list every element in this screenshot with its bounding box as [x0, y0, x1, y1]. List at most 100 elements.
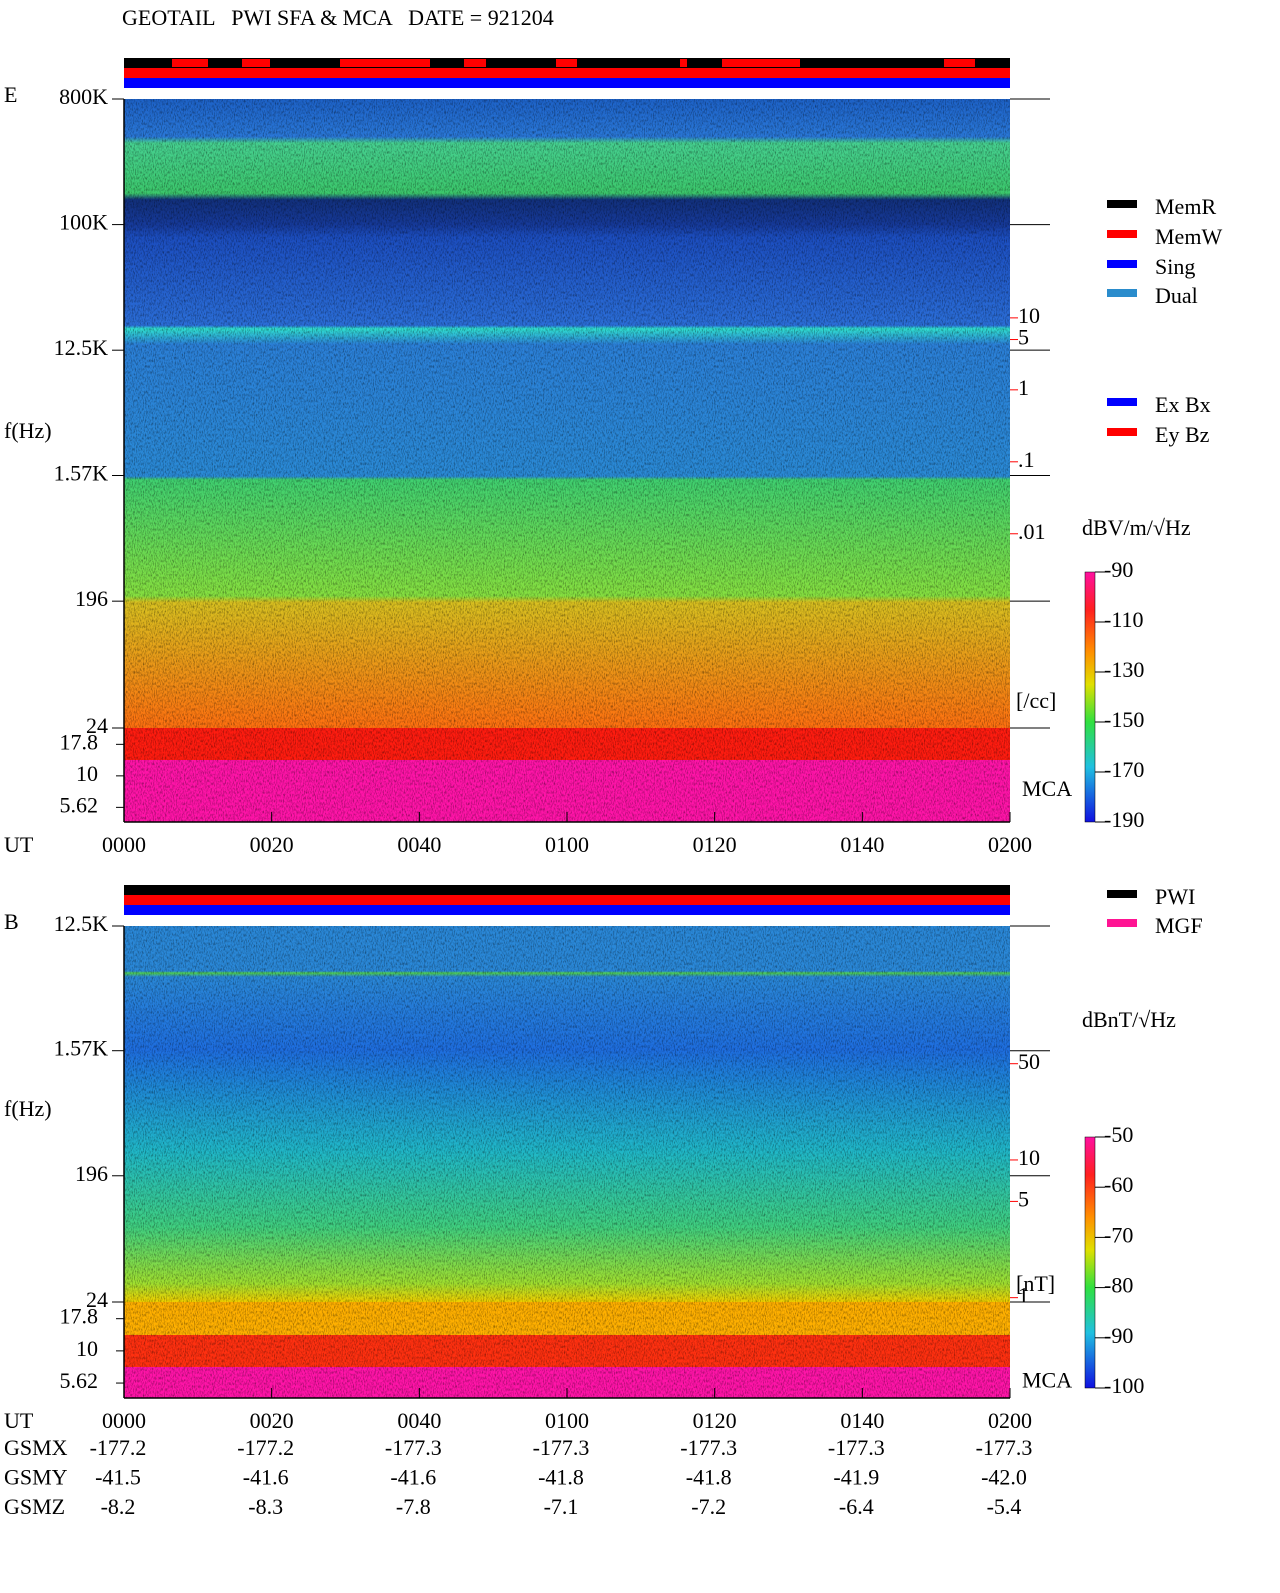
x-tick-label: 0120 [693, 832, 737, 857]
x-tick-label: 0020 [250, 832, 294, 857]
colorbar-tick-label: -130 [1104, 657, 1144, 682]
y-tick-label: 24 [86, 713, 108, 738]
ephemeris-value: -7.1 [544, 1494, 579, 1519]
ephemeris-label: GSMX [4, 1435, 68, 1460]
ephemeris-value: -41.6 [390, 1465, 436, 1490]
status-bar [124, 905, 1010, 915]
y-tick-label: 12.5K [54, 335, 109, 360]
y-tick-label: 196 [75, 1161, 108, 1186]
y-tick-label: 196 [75, 586, 108, 611]
colorbar-tick-label: -110 [1104, 607, 1144, 632]
y2-tick-label: 10 [1018, 1145, 1040, 1170]
legend-label: MGF [1155, 913, 1203, 938]
ephemeris-value: -41.8 [538, 1465, 584, 1490]
ephemeris-value: -5.4 [987, 1494, 1022, 1519]
colorbar [1084, 1136, 1096, 1389]
x-tick-label: 0200 [988, 832, 1032, 857]
y2-tick-label: .1 [1018, 447, 1035, 472]
mca-tick-label: 10 [76, 761, 98, 786]
y-axis-label: f(Hz) [4, 1096, 52, 1121]
x-axis-label: UT [4, 832, 34, 857]
ephemeris-value: -8.2 [101, 1494, 136, 1519]
ephemeris-value: -41.9 [833, 1465, 879, 1490]
x-tick-label: 0100 [545, 1408, 589, 1433]
ephemeris-value: -177.3 [828, 1435, 885, 1460]
colorbar-label: dBV/m/√Hz [1082, 515, 1191, 540]
x-tick-label: 0100 [545, 832, 589, 857]
status-segment [944, 59, 975, 67]
legend-swatch [1107, 230, 1137, 238]
status-bar [124, 885, 1010, 895]
ephemeris-value: -177.3 [533, 1435, 590, 1460]
x-tick-label: 0000 [102, 832, 146, 857]
x-tick-label: 0020 [250, 1408, 294, 1433]
ephemeris-value: -177.3 [976, 1435, 1033, 1460]
legend-swatch [1107, 289, 1137, 297]
x-tick-label: 0200 [988, 1408, 1032, 1433]
status-segment [722, 59, 800, 67]
mca-label: MCA [1022, 1368, 1072, 1393]
legend-label: Ey Bz [1155, 422, 1210, 447]
title: GEOTAIL PWI SFA & MCA DATE = 921204 [122, 5, 554, 30]
panel-label: B [4, 909, 19, 934]
legend-swatch [1107, 260, 1137, 268]
y-tick-label: 12.5K [54, 911, 109, 936]
colorbar-tick-label: -60 [1104, 1172, 1133, 1197]
ephemeris-value: -42.0 [981, 1465, 1027, 1490]
colorbar-tick-label: -100 [1104, 1373, 1144, 1398]
legend-swatch [1107, 890, 1137, 898]
legend-swatch [1107, 428, 1137, 436]
legend-label: Ex Bx [1155, 392, 1211, 417]
y2-axis-label: [nT] [1016, 1271, 1055, 1296]
mca-label: MCA [1022, 776, 1072, 801]
colorbar-tick-label: -80 [1104, 1273, 1133, 1298]
status-bar [124, 78, 1010, 88]
x-tick-label: 0040 [397, 832, 441, 857]
mca-tick-label: 5.62 [60, 792, 99, 817]
x-tick-label: 0040 [397, 1408, 441, 1433]
ephemeris-value: -6.4 [839, 1494, 874, 1519]
legend-swatch [1107, 398, 1137, 406]
ephemeris-value: -41.6 [243, 1465, 289, 1490]
x-tick-label: 0140 [840, 1408, 884, 1433]
panel-label: E [4, 82, 17, 107]
colorbar-tick-label: -190 [1104, 807, 1144, 832]
y2-tick-label: 50 [1018, 1049, 1040, 1074]
y-tick-label: 1.57K [54, 1036, 109, 1061]
status-segment [680, 59, 687, 67]
legend-label: MemR [1155, 194, 1216, 219]
status-segment [556, 59, 577, 67]
y-tick-label: 1.57K [54, 461, 109, 486]
legend-label: Dual [1155, 283, 1198, 308]
status-bar [124, 68, 1010, 78]
legend-swatch [1107, 919, 1137, 927]
y2-tick-label: 5 [1018, 325, 1029, 350]
ephemeris-value: -177.2 [237, 1435, 294, 1460]
y2-tick-label: 5 [1018, 1186, 1029, 1211]
texture [124, 926, 1010, 1398]
colorbar-label: dBnT/√Hz [1082, 1007, 1176, 1032]
y-axis-label: f(Hz) [4, 418, 52, 443]
colorbar-tick-label: -90 [1104, 557, 1133, 582]
y2-tick-label: 1 [1018, 1283, 1029, 1308]
colorbar [1084, 571, 1096, 823]
y2-tick-label: 1 [1018, 375, 1029, 400]
status-segment [172, 59, 208, 67]
status-bar [124, 895, 1010, 905]
y2-axis-label: [/cc] [1016, 688, 1056, 713]
texture [124, 99, 1010, 822]
x-tick-label: 0000 [102, 1408, 146, 1433]
colorbar-tick-label: -70 [1104, 1222, 1133, 1247]
legend-label: MemW [1155, 224, 1222, 249]
y-tick-label: 800K [59, 84, 108, 109]
ephemeris-value: -41.8 [686, 1465, 732, 1490]
ephemeris-label: GSMZ [4, 1494, 65, 1519]
colorbar-tick-label: -150 [1104, 707, 1144, 732]
ephemeris-value: -7.8 [396, 1494, 431, 1519]
ephemeris-value: -41.5 [95, 1465, 141, 1490]
ephemeris-value: -8.3 [248, 1494, 283, 1519]
mca-tick-label: 17.8 [60, 1304, 99, 1329]
ephemeris-value: -177.3 [680, 1435, 737, 1460]
legend-swatch [1107, 200, 1137, 208]
